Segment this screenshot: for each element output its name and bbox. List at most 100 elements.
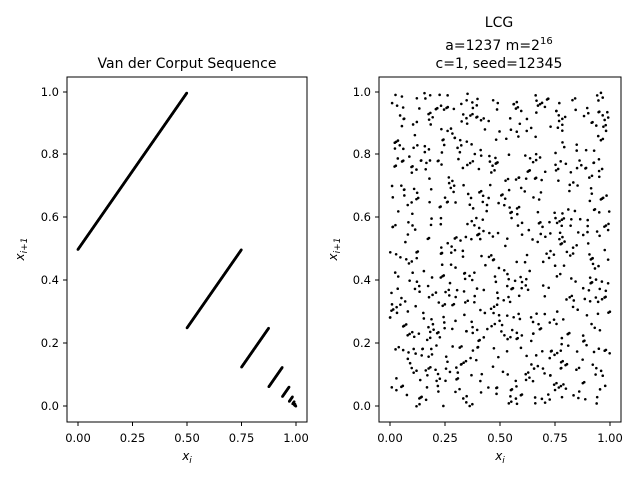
lcg-point [534,94,537,97]
lcg-point [570,294,574,298]
lcg-point [427,295,431,299]
lcg-point [589,186,593,190]
lcg-point [517,312,520,316]
lcg-y-tick-label: 0.6 [353,210,371,224]
lcg-point [449,263,453,266]
lcg-point [532,367,536,370]
lcg-point [595,402,598,405]
lcg-point [501,370,505,374]
lcg-point [496,101,500,105]
vdc-y-tick-label: 0.0 [41,399,59,413]
lcg-point [564,162,568,166]
vdc-point [86,233,90,237]
lcg-point [526,371,530,374]
vdc-point [190,319,194,323]
lcg-point [539,232,543,236]
lcg-point [473,223,476,227]
lcg-point [592,161,595,165]
lcg-point [466,222,469,226]
lcg-point [414,352,417,355]
vdc-point [280,366,284,369]
lcg-point [465,122,469,125]
lcg-point [594,278,598,281]
lcg-point [424,369,428,372]
lcg-point [507,277,511,281]
vdc-y-tick-label: 0.4 [41,273,59,287]
lcg-point [585,343,588,347]
lcg-point [396,275,400,278]
lcg-point [604,348,608,352]
lcg-point [394,93,397,97]
lcg-point [506,337,509,341]
vdc-plot-frame [66,76,308,423]
vdc-y-tick-label: 0.2 [41,336,59,350]
lcg-point [515,260,519,264]
lcg-point [430,217,433,220]
vdc-point [262,334,265,337]
vdc-point [176,103,180,107]
lcg-point [404,257,408,261]
vdc-point [88,231,91,234]
lcg-point [517,135,520,138]
lcg-point [491,365,495,368]
lcg-point [446,94,449,97]
lcg-point [479,308,482,312]
lcg-point [597,99,600,102]
lcg-point [593,207,597,211]
lcg-point [440,263,444,267]
lcg-y-tick-label: 0.8 [353,147,371,161]
lcg-point [514,178,518,181]
lcg-point [590,192,594,195]
lcg-point [444,379,447,383]
lcg-point [582,380,586,384]
lcg-point [500,330,503,333]
lcg-point [432,328,435,331]
lcg-point [534,135,537,139]
lcg-point [414,304,417,308]
vdc-point [119,187,122,190]
lcg-point [428,200,431,204]
lcg-point [440,163,443,166]
lcg-point [415,168,418,171]
lcg-point [596,134,600,138]
lcg-point [412,371,415,374]
vdc-point [209,292,212,296]
lcg-point [502,298,506,302]
lcg-point [415,120,419,124]
lcg-point [466,299,470,303]
lcg-point [600,280,604,283]
lcg-y-tick-label: 0.2 [353,336,371,350]
vdc-point [115,192,119,195]
lcg-point [391,225,394,229]
vdc-point [197,309,201,313]
lcg-point [438,335,442,339]
lcg-point [506,272,509,276]
lcg-point [474,358,478,362]
vdc-point [137,160,141,163]
vdc-point [234,255,238,259]
lcg-point [402,159,405,162]
vdc-point [96,219,100,222]
lcg-point [427,148,431,151]
lcg-point [469,356,472,360]
lcg-point [588,253,591,256]
vdc-point [253,346,257,350]
lcg-point [539,191,543,194]
vdc-point [93,224,97,227]
lcg-point [408,332,411,336]
lcg-point [557,119,561,123]
lcg-point [591,262,595,266]
lcg-point [510,287,513,291]
lcg-point [444,367,448,370]
lcg-point [461,255,465,258]
lcg-point [417,332,421,335]
vdc-point [187,324,190,328]
lcg-point [592,350,596,354]
vdc-point [214,285,218,288]
lcg-point [581,233,585,237]
lcg-point [545,252,548,255]
lcg-point [393,271,397,274]
lcg-point [560,224,564,228]
lcg-point [504,179,507,182]
lcg-point [416,196,420,200]
